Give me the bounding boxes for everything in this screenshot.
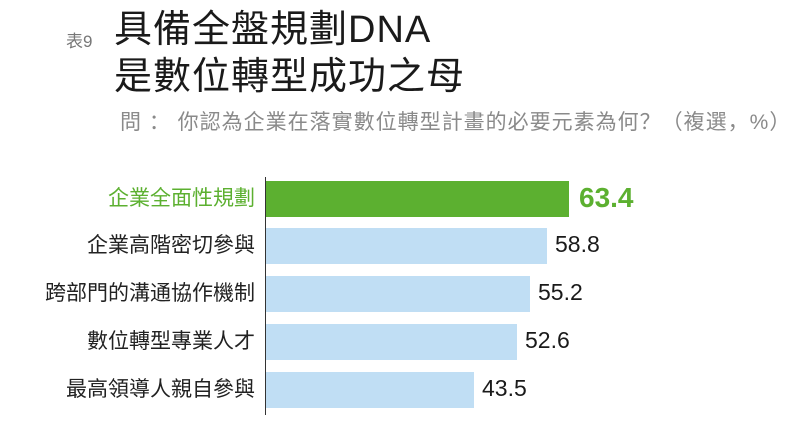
category-label: 跨部門的溝通協作機制 bbox=[45, 282, 255, 305]
bar bbox=[266, 324, 517, 360]
bar-highlighted bbox=[266, 181, 569, 217]
value-label: 58.8 bbox=[555, 231, 600, 257]
bar bbox=[266, 228, 547, 264]
category-label: 企業全面性規劃 bbox=[108, 187, 255, 210]
category-axis-line bbox=[265, 177, 266, 415]
chart-title-line-1: 具備全盤規劃DNA bbox=[114, 9, 432, 51]
value-label: 63.4 bbox=[579, 182, 634, 213]
value-label: 55.2 bbox=[538, 279, 583, 305]
category-label: 企業高階密切參與 bbox=[87, 234, 255, 257]
bar bbox=[266, 372, 474, 408]
survey-question: 問 ： 你認為企業在落實數位轉型計畫的必要元素為何？（複選，%） bbox=[120, 111, 792, 134]
value-label: 43.5 bbox=[482, 375, 527, 401]
category-label: 最高領導人親自參與 bbox=[66, 378, 255, 401]
table-number: 表9 bbox=[66, 32, 93, 51]
bar bbox=[266, 276, 530, 312]
category-label: 數位轉型專業人才 bbox=[87, 330, 255, 353]
value-label: 52.6 bbox=[525, 327, 570, 353]
chart-title-line-2: 是數位轉型成功之母 bbox=[114, 56, 466, 98]
